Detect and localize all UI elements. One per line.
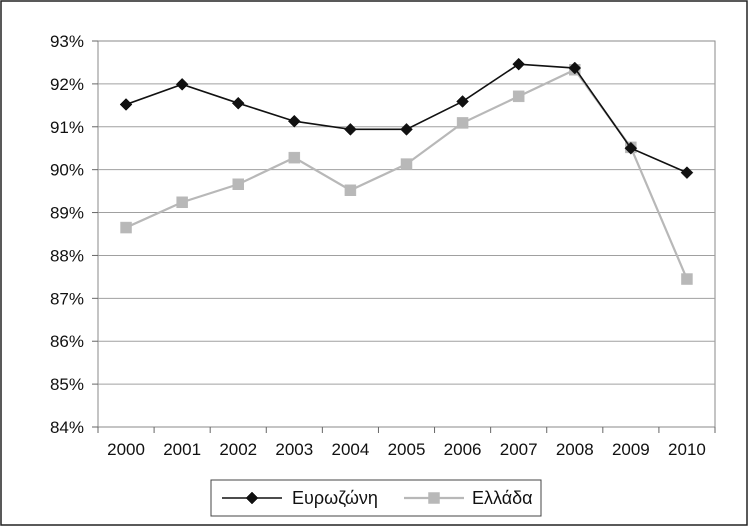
data-point <box>512 90 525 103</box>
x-axis-tick-labels: 2000 2001 2002 2003 2004 2005 2006 2007 2008 2009… <box>107 440 706 459</box>
y-tick-label: 84% <box>50 418 84 437</box>
data-point <box>456 95 469 108</box>
plot-area <box>97 40 716 428</box>
x-tick-label: 2002 <box>219 440 257 459</box>
legend-label: Ελλάδα <box>472 488 533 508</box>
y-axis-tick-labels: 84% 85% 86% 87% 88% 89% 90% 91% 92% 93% <box>50 32 84 437</box>
y-tick-label: 88% <box>50 246 84 265</box>
data-point <box>119 98 133 111</box>
data-point <box>681 273 693 285</box>
x-tick-label: 2009 <box>612 440 650 459</box>
series-0 <box>119 57 694 180</box>
x-tick-label: 2007 <box>500 440 538 459</box>
data-point <box>344 184 357 197</box>
x-tick-label: 2008 <box>556 440 594 459</box>
data-point <box>287 114 301 128</box>
data-point <box>624 141 638 155</box>
x-tick-label: 2003 <box>275 440 313 459</box>
x-tick-label: 2010 <box>668 440 706 459</box>
data-point <box>512 57 526 71</box>
legend-label: Ευρωζώνη <box>292 488 378 508</box>
data-point <box>175 77 189 91</box>
data-point <box>232 178 244 190</box>
y-tick-label: 87% <box>50 289 84 308</box>
data-point <box>344 122 357 136</box>
data-point <box>456 117 469 129</box>
data-point <box>176 196 188 209</box>
data-point <box>231 96 245 110</box>
data-point <box>120 221 132 234</box>
series-lines <box>119 57 694 285</box>
data-point <box>400 122 413 136</box>
x-tick-label: 2006 <box>444 440 482 459</box>
legend-box <box>210 479 542 517</box>
x-tick-label: 2001 <box>163 440 201 459</box>
legend: Ευρωζώνη Ελλάδα <box>210 479 542 517</box>
data-point <box>400 158 413 170</box>
data-point <box>568 61 582 75</box>
x-tick-label: 2005 <box>388 440 426 459</box>
y-tick-label: 91% <box>50 118 84 137</box>
y-tick-label: 85% <box>50 375 84 394</box>
legend-marker <box>428 492 440 504</box>
y-tick-label: 86% <box>50 332 84 351</box>
y-tick-label: 93% <box>50 32 84 51</box>
y-tick-label: 90% <box>50 161 84 180</box>
x-tick-label: 2000 <box>107 440 145 459</box>
legend-marker <box>245 491 259 505</box>
y-tick-label: 89% <box>50 204 84 223</box>
y-tick-label: 92% <box>50 75 84 94</box>
x-tick-label: 2004 <box>331 440 369 459</box>
grid-lines <box>92 40 716 433</box>
data-point <box>288 151 301 164</box>
data-point <box>680 166 694 180</box>
